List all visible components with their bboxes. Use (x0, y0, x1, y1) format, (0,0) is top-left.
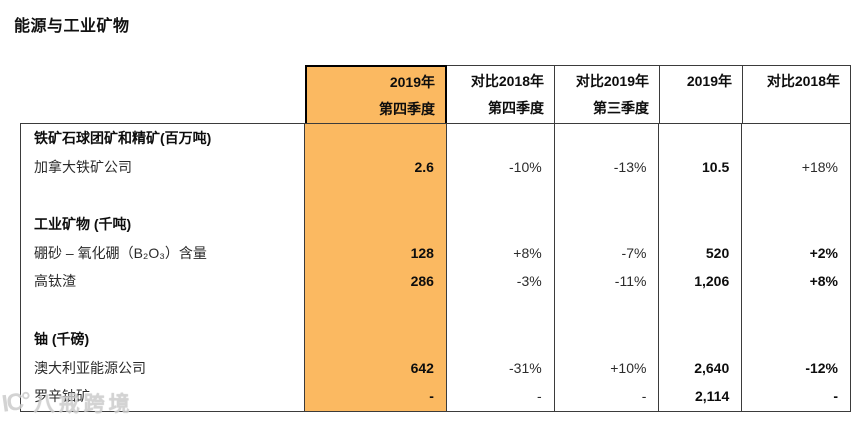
vs-q4-2018-value: -10% (447, 152, 555, 182)
vs-q4-2018-value (447, 181, 555, 211)
header-line: 对比2019年 (575, 73, 649, 89)
vs-q3-2019-value: -7% (555, 238, 660, 268)
header-line: 对比2018年 (470, 73, 544, 89)
row-label (21, 181, 306, 211)
table-body: 铁矿石球团矿和精矿(百万吨) 加拿大铁矿公司 2.6 -10% -13% 10.… (20, 123, 851, 412)
table-row-section-uranium: 铀 (千磅) (21, 324, 850, 354)
table-row-era: 澳大利亚能源公司 642 -31% +10% 2,640 -12% (21, 353, 850, 383)
table-row-section-industrial-minerals: 工业矿物 (千吨) (21, 210, 850, 239)
vs-q4-2018-value (447, 296, 555, 325)
table-row-ioc: 加拿大铁矿公司 2.6 -10% -13% 10.5 +18% (21, 152, 850, 182)
q4-2019-value: 2.6 (305, 152, 447, 182)
header-line: 第四季度 (488, 100, 544, 116)
vs-q4-2018-value: -31% (447, 353, 555, 383)
vs-2018-value: +18% (801, 158, 838, 175)
vs-2018-value (742, 124, 850, 153)
header-vs-q4-2018: 对比2018年 第四季度 (447, 65, 555, 123)
vs-q3-2019-value (555, 210, 660, 239)
row-label: 高钛渣 (21, 267, 306, 297)
header-fy-2019: 2019年 (660, 65, 743, 123)
vs-2018-value (742, 296, 850, 325)
header-line: 第四季度 (379, 101, 435, 117)
row-label (21, 296, 306, 325)
production-table: 2019年 第四季度 对比2018年 第四季度 对比2019年 第三季度 201… (20, 65, 851, 412)
q4-2019-value: 286 (305, 267, 447, 297)
fy-2019-value (659, 296, 743, 325)
table-row-borates: 硼砂 – 氧化硼（B₂O₃）含量 128 +8% -7% 520 +2% (21, 238, 850, 268)
vs-2018-value (742, 181, 850, 210)
table-row-blank (21, 181, 850, 211)
vs-q4-2018-value: +8% (447, 238, 555, 268)
q4-2019-value: - (305, 382, 447, 411)
table-row-titania-slag: 高钛渣 286 -3% -11% 1,206 +8% (21, 267, 850, 297)
page-title: 能源与工业矿物 (14, 18, 130, 35)
vs-2018-value: +2% (809, 244, 838, 261)
vs-q4-2018-value: - (447, 382, 555, 411)
vs-2018-value (742, 210, 850, 239)
fy-2019-value: 520 (659, 238, 743, 268)
vs-q3-2019-value (555, 181, 660, 211)
table-header-row: 2019年 第四季度 对比2018年 第四季度 对比2019年 第三季度 201… (305, 65, 851, 123)
vs-q3-2019-value (555, 296, 660, 325)
vs-q4-2018-value (447, 124, 555, 153)
table-row-blank (21, 296, 850, 325)
fy-2019-value (659, 124, 743, 153)
row-label: 罗辛铀矿 (21, 382, 306, 411)
header-q4-2019: 2019年 第四季度 (305, 65, 447, 123)
q4-2019-value: 128 (305, 238, 447, 268)
q4-2019-value (305, 324, 447, 354)
fy-2019-value: 2,640 (659, 353, 743, 383)
vs-2018-value: +8% (809, 273, 838, 290)
vs-q3-2019-value: -13% (555, 152, 660, 182)
q4-2019-value (305, 181, 447, 211)
section-label: 工业矿物 (千吨) (21, 210, 306, 239)
fy-2019-value (659, 210, 743, 239)
fy-2019-value (659, 181, 743, 211)
header-line: 2019年 (686, 73, 732, 89)
vs-2018-value (742, 325, 850, 354)
table-row-rossing: 罗辛铀矿 - - - 2,114 - (21, 382, 850, 411)
header-vs-2018: 对比2018年 (743, 65, 851, 123)
vs-q3-2019-value: -11% (555, 267, 660, 297)
vs-q3-2019-value (555, 124, 660, 153)
row-label: 加拿大铁矿公司 (21, 152, 306, 182)
section-label: 铀 (千磅) (21, 324, 306, 354)
vs-q3-2019-value: - (555, 382, 660, 411)
q4-2019-value: 642 (305, 353, 447, 383)
vs-2018-value: - (833, 388, 838, 405)
q4-2019-value (305, 124, 447, 153)
fy-2019-value: 1,206 (659, 267, 743, 297)
header-line: 第三季度 (593, 100, 649, 116)
header-vs-q3-2019: 对比2019年 第三季度 (555, 65, 660, 123)
vs-q3-2019-value: +10% (555, 353, 660, 383)
fy-2019-value (659, 324, 743, 354)
vs-2018-value: -12% (805, 359, 838, 376)
row-label: 硼砂 – 氧化硼（B₂O₃）含量 (21, 238, 306, 268)
row-label: 澳大利亚能源公司 (21, 353, 306, 383)
q4-2019-value (305, 210, 447, 239)
q4-2019-value (305, 296, 447, 325)
header-line: 对比2018年 (766, 73, 840, 89)
table-row-section-iron-ore: 铁矿石球团矿和精矿(百万吨) (21, 124, 850, 153)
vs-q3-2019-value (555, 324, 660, 354)
vs-q4-2018-value (447, 210, 555, 239)
section-label: 铁矿石球团矿和精矿(百万吨) (21, 124, 306, 153)
fy-2019-value: 10.5 (659, 152, 743, 182)
vs-q4-2018-value (447, 324, 555, 354)
fy-2019-value: 2,114 (659, 382, 743, 411)
vs-q4-2018-value: -3% (447, 267, 555, 297)
header-line: 2019年 (389, 74, 435, 90)
